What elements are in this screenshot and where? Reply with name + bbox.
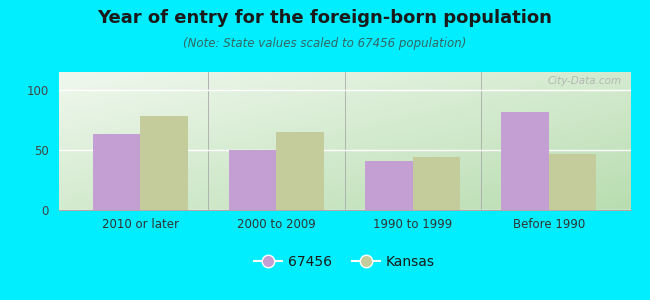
- Bar: [92, 134, 140, 210]
- Bar: [365, 161, 413, 210]
- Bar: [413, 157, 460, 210]
- Text: Year of entry for the foreign-born population: Year of entry for the foreign-born popul…: [98, 9, 552, 27]
- Legend: 67456, Kansas: 67456, Kansas: [249, 250, 440, 275]
- Bar: [501, 112, 549, 210]
- Bar: [276, 132, 324, 210]
- Bar: [549, 154, 597, 210]
- Bar: [140, 116, 188, 210]
- Text: City-Data.com: City-Data.com: [548, 76, 622, 86]
- Text: (Note: State values scaled to 67456 population): (Note: State values scaled to 67456 popu…: [183, 38, 467, 50]
- Bar: [229, 150, 276, 210]
